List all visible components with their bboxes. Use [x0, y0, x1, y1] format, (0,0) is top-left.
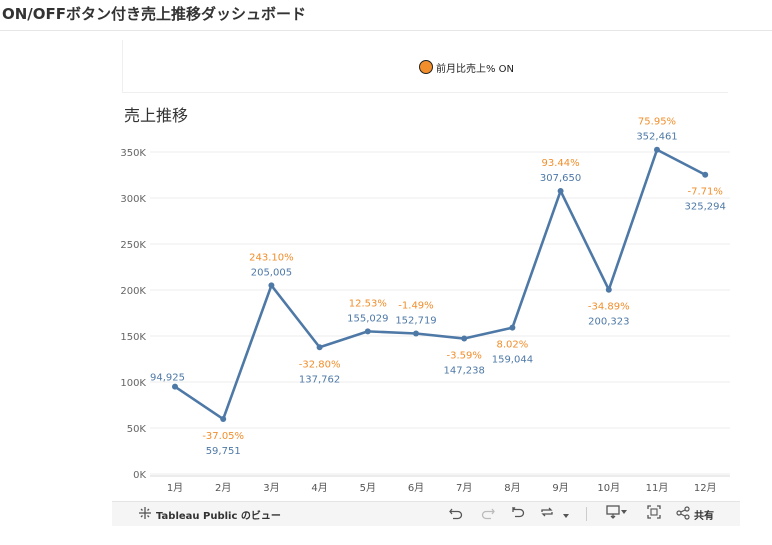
data-point[interactable] — [654, 146, 660, 153]
data-point[interactable] — [557, 187, 564, 194]
pct-change-label: -3.59% — [447, 351, 482, 362]
toolbar-divider — [586, 507, 587, 521]
page-title: ON/OFFボタン付き売上推移ダッシュボード — [2, 5, 307, 23]
toggle-panel: 前月比売上% ON — [122, 40, 728, 93]
data-point[interactable] — [509, 324, 516, 331]
value-label: 325,294 — [685, 202, 726, 213]
revert-icon — [510, 504, 526, 524]
refresh-button[interactable] — [539, 505, 555, 523]
pct-change-label: -34.89% — [588, 302, 630, 313]
x-tick-label: 9月 — [552, 482, 568, 494]
value-label: 159,044 — [492, 355, 533, 366]
y-tick-label: 0K — [133, 470, 146, 481]
value-label: 205,005 — [251, 267, 292, 278]
sales-line-chart: 0K 50K 100K 150K 200K 250K 300K 350K 1月 2月 3月 4月 5月 6… — [120, 117, 730, 494]
share-button[interactable]: 共有 — [676, 505, 714, 523]
data-point[interactable] — [702, 171, 709, 178]
y-tick-label: 150K — [120, 332, 146, 343]
x-tick-label: 7月 — [456, 482, 472, 494]
value-label: 137,762 — [299, 374, 340, 385]
pct-change-label: 8.02% — [497, 340, 529, 351]
x-tick-label: 5月 — [360, 482, 376, 494]
value-label: 155,029 — [347, 313, 388, 324]
y-tick-label: 100K — [120, 378, 146, 389]
value-label: 200,323 — [588, 317, 629, 328]
pct-change-label: -37.05% — [202, 431, 244, 442]
pct-change-label: -32.80% — [299, 359, 341, 370]
fullscreen-icon — [646, 504, 662, 524]
x-tick-label: 1月 — [167, 482, 183, 494]
pct-change-label: -1.49% — [398, 300, 433, 311]
x-tick-label: 2月 — [215, 482, 231, 494]
y-tick-label: 200K — [120, 286, 146, 297]
data-point[interactable] — [172, 383, 178, 390]
page-header: ON/OFFボタン付き売上推移ダッシュボード — [0, 0, 772, 31]
share-label: 共有 — [694, 510, 714, 522]
chart-title: 売上推移 — [124, 106, 189, 125]
redo-button[interactable] — [480, 505, 496, 523]
y-tick-label: 350K — [120, 148, 146, 159]
circle-toggle-icon[interactable] — [419, 60, 433, 74]
value-label: 59,751 — [206, 446, 241, 457]
undo-icon — [448, 504, 464, 524]
pct-change-label: 243.10% — [249, 252, 294, 263]
value-label: 94,925 — [150, 373, 185, 384]
pct-change-label: 93.44% — [542, 158, 580, 169]
x-tick-label: 4月 — [311, 482, 327, 494]
y-tick-label: 50K — [127, 424, 147, 435]
pct-change-label: -7.71% — [688, 187, 723, 198]
refresh-dropdown[interactable] — [562, 505, 570, 523]
value-label: 307,650 — [540, 173, 581, 184]
download-icon — [606, 504, 628, 524]
x-tick-label: 10月 — [597, 482, 620, 494]
undo-button[interactable] — [448, 505, 464, 523]
x-tick-label: 11月 — [646, 482, 669, 494]
dropdown-icon — [562, 505, 570, 524]
toggle-label: 前月比売上% ON — [436, 63, 515, 75]
data-point[interactable] — [364, 328, 371, 335]
x-tick-label: 6月 — [408, 482, 424, 494]
data-point[interactable] — [605, 286, 612, 293]
fullscreen-button[interactable] — [646, 505, 662, 523]
refresh-icon — [539, 504, 555, 524]
data-point[interactable] — [316, 344, 323, 351]
pct-change-label: 12.53% — [349, 298, 387, 309]
pct-change-label: 75.95% — [638, 117, 676, 128]
x-tick-label: 12月 — [694, 482, 717, 494]
sales-series-line — [174, 148, 706, 421]
value-label: 147,238 — [444, 366, 485, 377]
y-tick-label: 300K — [120, 194, 146, 205]
download-button[interactable] — [606, 505, 628, 523]
data-point[interactable] — [220, 416, 227, 423]
tableau-public-label: Tableau Public のビュー — [156, 510, 281, 522]
x-tick-label: 8月 — [504, 482, 520, 494]
y-tick-label: 250K — [120, 240, 146, 251]
tableau-logo-icon — [138, 505, 152, 524]
value-label: 152,719 — [395, 315, 436, 326]
data-point[interactable] — [268, 282, 275, 289]
data-point[interactable] — [413, 330, 419, 337]
tableau-public-link[interactable]: Tableau Public のビュー — [138, 505, 281, 523]
redo-icon — [480, 504, 496, 524]
share-icon — [676, 505, 690, 524]
revert-button[interactable] — [510, 505, 526, 523]
x-tick-label: 3月 — [263, 482, 279, 494]
tableau-toolbar: Tableau Public のビュー — [112, 501, 740, 526]
pct-change-toggle-button[interactable]: 前月比売上% ON — [419, 59, 514, 75]
value-label: 352,461 — [636, 132, 677, 143]
data-point[interactable] — [461, 335, 468, 342]
